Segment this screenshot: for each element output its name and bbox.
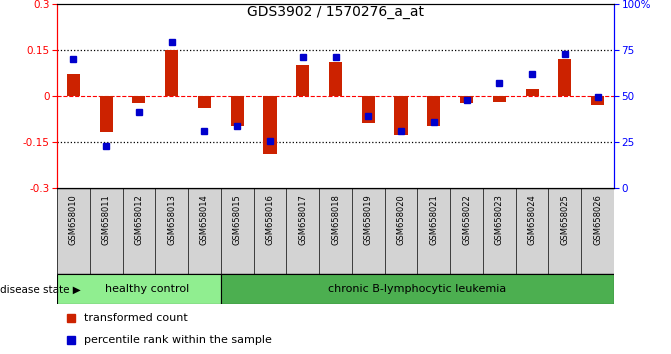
- Bar: [165, 50, 178, 96]
- Text: GDS3902 / 1570276_a_at: GDS3902 / 1570276_a_at: [247, 5, 424, 19]
- Text: chronic B-lymphocytic leukemia: chronic B-lymphocytic leukemia: [328, 284, 507, 295]
- Bar: [591, 96, 604, 105]
- Bar: [460, 96, 473, 103]
- Text: GSM658021: GSM658021: [429, 195, 438, 245]
- Bar: [493, 96, 506, 102]
- Bar: [67, 74, 80, 96]
- Text: GSM658012: GSM658012: [134, 195, 144, 245]
- Text: GSM658010: GSM658010: [69, 195, 78, 245]
- Text: GSM658017: GSM658017: [298, 195, 307, 245]
- Text: healthy control: healthy control: [105, 284, 189, 295]
- Text: GSM658015: GSM658015: [233, 195, 242, 245]
- Text: GSM658019: GSM658019: [364, 195, 373, 245]
- Text: GSM658022: GSM658022: [462, 195, 471, 245]
- Text: GSM658018: GSM658018: [331, 195, 340, 245]
- Text: GSM658020: GSM658020: [397, 195, 405, 245]
- Bar: [231, 96, 244, 126]
- Bar: [296, 65, 309, 96]
- Bar: [198, 96, 211, 108]
- Text: GSM658013: GSM658013: [167, 195, 176, 245]
- Bar: [99, 96, 113, 132]
- Text: GSM658026: GSM658026: [593, 195, 602, 245]
- Bar: [264, 96, 276, 154]
- Text: GSM658016: GSM658016: [266, 195, 274, 245]
- Bar: [525, 90, 539, 96]
- Bar: [221, 274, 614, 304]
- Text: GSM658014: GSM658014: [200, 195, 209, 245]
- Text: GSM658024: GSM658024: [527, 195, 537, 245]
- Bar: [427, 96, 440, 126]
- Bar: [132, 96, 146, 103]
- Bar: [362, 96, 375, 123]
- Text: transformed count: transformed count: [84, 313, 187, 323]
- Text: disease state ▶: disease state ▶: [0, 284, 81, 295]
- Text: percentile rank within the sample: percentile rank within the sample: [84, 335, 272, 345]
- Bar: [329, 62, 342, 96]
- Bar: [57, 274, 221, 304]
- Bar: [395, 96, 407, 136]
- Bar: [558, 59, 572, 96]
- Text: GSM658023: GSM658023: [495, 195, 504, 245]
- Text: GSM658025: GSM658025: [560, 195, 569, 245]
- Text: GSM658011: GSM658011: [102, 195, 111, 245]
